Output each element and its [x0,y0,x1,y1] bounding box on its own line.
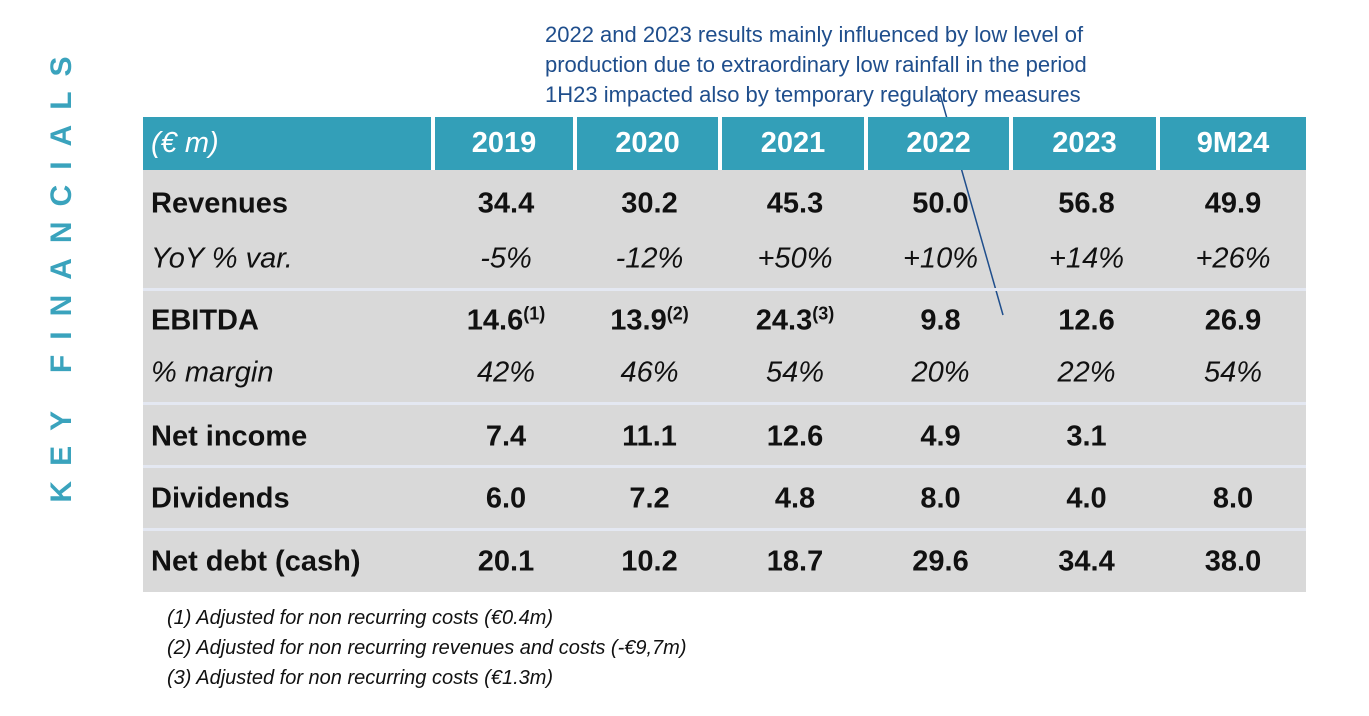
annotation-line: 1H23 impacted also by temporary regulato… [545,82,1081,107]
table-cell: 14.6(1) [435,305,577,338]
table-cell: 12.6 [1058,304,1115,337]
header-cell: 2019 [435,117,573,170]
table-cell: 29.6 [912,545,969,578]
header-cell: (€ m) [143,117,431,170]
table-cell: 30.2 [621,187,678,220]
footnote-ref: (3) [812,303,835,324]
row-label: Net debt (cash) [151,545,361,578]
header-cell: 2023 [1013,117,1156,170]
footnote: (1) Adjusted for non recurring costs (€0… [167,607,554,629]
table-cell: +10% [903,242,978,275]
table-cell: 4.9 [920,420,961,453]
annotation-line: production due to extraordinary low rain… [545,52,1087,77]
table-cell: +14% [1049,242,1124,275]
table-cell: 7.2 [629,482,670,515]
row-separator [143,288,1306,291]
row-label: Dividends [151,482,290,515]
table-cell: 20% [911,356,970,389]
table-cell: 8.0 [920,482,961,515]
header-cell: 2020 [577,117,718,170]
table-cell: 22% [1057,356,1116,389]
table-cell: 10.2 [621,545,678,578]
table-cell: +50% [757,242,833,275]
table-cell: -12% [615,242,684,275]
row-label: Net income [151,420,308,453]
table-cell: 54% [1203,356,1263,389]
header-cell: 2022 [868,117,1009,170]
row-separator [143,528,1306,531]
annotation-line: 2022 and 2023 results mainly influenced … [545,22,1084,47]
table-cell: +26% [1195,242,1271,275]
table-cell: 38.0 [1204,545,1262,578]
row-separator [143,402,1306,405]
cell-value: 13.9 [610,304,667,337]
table-cell: 34.4 [477,187,535,220]
table-cell: -5% [480,242,532,275]
row-separator [143,465,1306,468]
table-cell: 11.1 [622,420,677,453]
table-cell: 24.3(3) [722,305,868,338]
table-cell: 13.9(2) [577,305,722,338]
footnote: (2) Adjusted for non recurring revenues … [167,637,687,659]
table-body [143,170,1306,592]
table-cell: 4.8 [774,482,816,515]
table-cell: 46% [620,356,679,389]
cell-value: 14.6 [466,304,524,337]
table-cell: 6.0 [485,482,527,515]
row-label: YoY % var. [151,242,293,275]
footnote-ref: (2) [666,303,689,324]
table-cell: 56.8 [1058,187,1115,220]
table-cell: 20.1 [477,545,535,578]
table-cell: 49.9 [1204,187,1262,220]
table-cell: 12.6 [766,420,824,453]
header-cell: 9M24 [1160,117,1306,170]
footnote-ref: (1) [523,303,546,324]
row-label: EBITDA [151,304,259,337]
row-label: % margin [151,356,274,389]
table-cell: 9.8 [920,304,961,337]
footnote: (3) Adjusted for non recurring costs (€1… [167,667,554,689]
table-cell: 7.4 [485,420,527,453]
row-label: Revenues [151,187,289,220]
cell-value: 24.3 [755,304,813,337]
table-cell: 26.9 [1204,304,1262,337]
table-cell: 54% [765,356,825,389]
table-cell: 4.0 [1066,482,1107,515]
table-cell: 34.4 [1058,545,1115,578]
table-cell: 45.3 [766,187,824,220]
header-cell: 2021 [722,117,864,170]
table-cell: 8.0 [1212,482,1254,515]
table-cell: 3.1 [1066,420,1107,453]
table-cell: 18.7 [766,545,824,578]
table-cell: 42% [476,356,536,389]
table-cell: 50.0 [912,187,969,220]
